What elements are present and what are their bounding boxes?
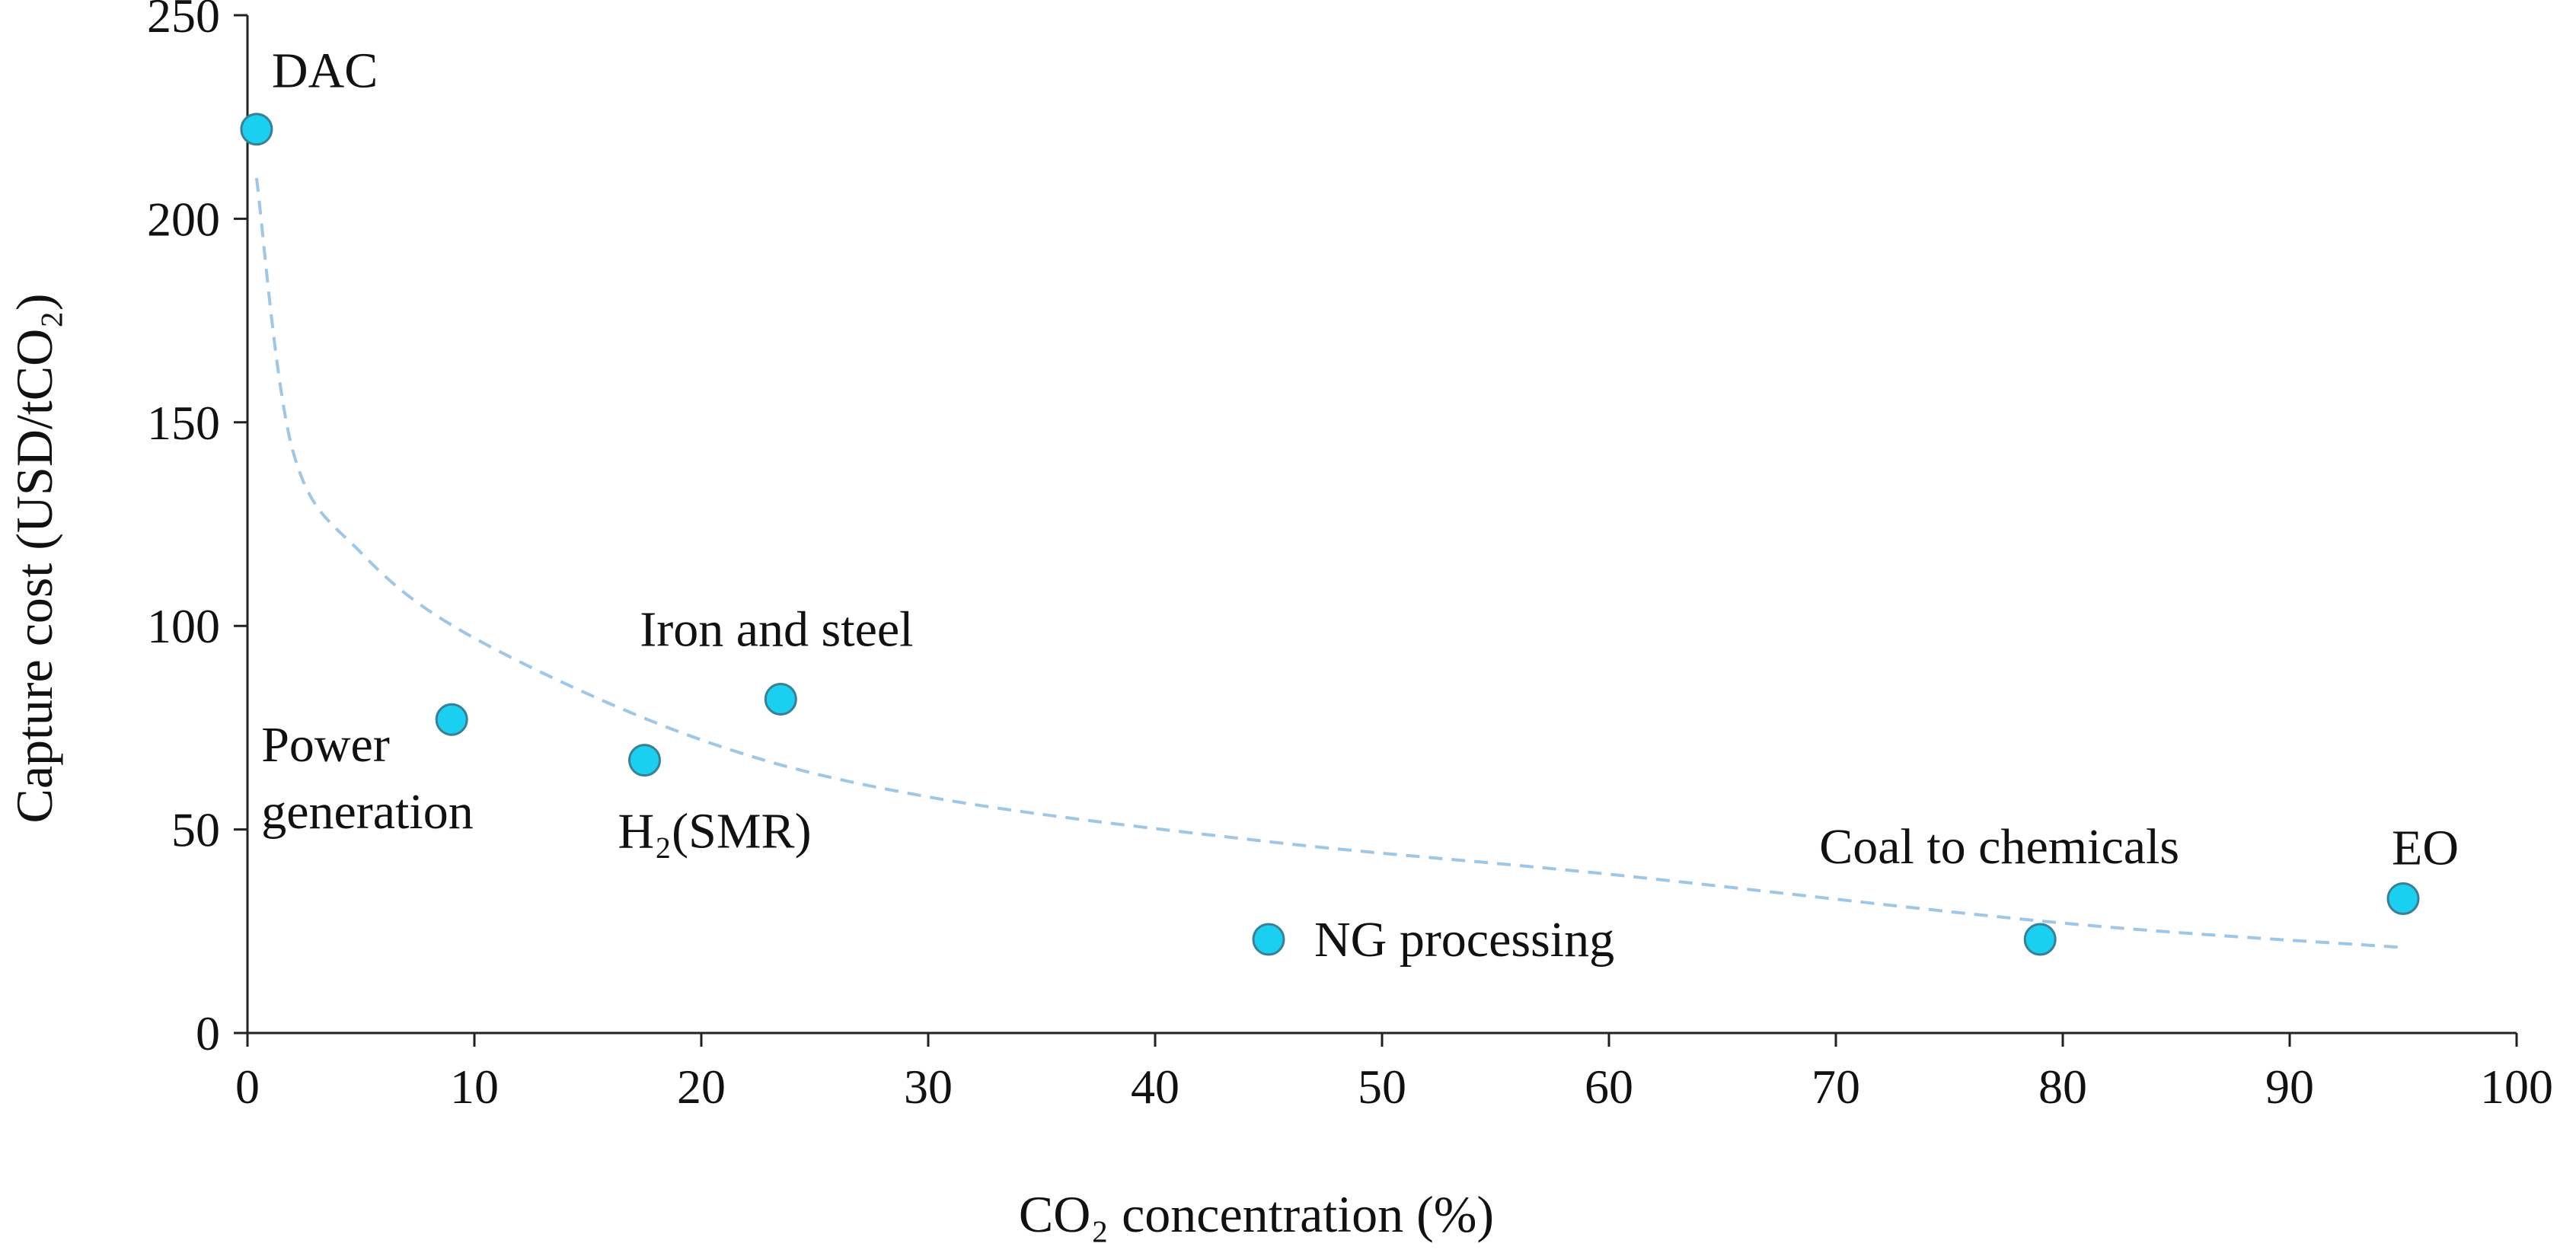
x-tick-label-20: 20 (677, 1060, 726, 1114)
x-tick-label-90: 90 (2265, 1060, 2314, 1114)
point-label-eo: EO (2392, 821, 2459, 876)
data-point-coal-to-chemicals (2023, 923, 2057, 956)
data-points (240, 113, 2420, 956)
data-point-dac (240, 113, 273, 146)
point-label-ng-processing: NG processing (1314, 912, 1614, 968)
x-tick-label-60: 60 (1585, 1060, 1633, 1114)
data-point-iron-and-steel (764, 682, 797, 716)
data-point-eo (2386, 882, 2420, 916)
y-tick-label-0: 0 (196, 1006, 220, 1060)
y-ticks: 0 50 100 150 200 250 (147, 0, 247, 1060)
trend-line (254, 177, 2404, 949)
x-tick-label-70: 70 (1811, 1060, 1860, 1114)
point-label-iron-and-steel: Iron and steel (640, 601, 913, 657)
x-ticks: 0 10 20 30 40 50 60 70 80 90 100 (235, 1033, 2553, 1114)
data-point-h-smr (628, 744, 661, 777)
axes (246, 15, 2517, 1035)
y-tick-label-100: 100 (147, 599, 220, 653)
y-tick-label-250: 250 (147, 0, 220, 43)
data-point-power-generation (435, 703, 468, 736)
x-tick-label-40: 40 (1131, 1060, 1179, 1114)
x-tick-label-30: 30 (904, 1060, 953, 1114)
data-point-ng-processing (1252, 923, 1285, 956)
x-tick-label-80: 80 (2038, 1060, 2087, 1114)
point-label-dac: DAC (272, 43, 378, 99)
y-tick-label-50: 50 (171, 803, 220, 857)
x-tick-label-0: 0 (235, 1060, 260, 1114)
y-axis-title: Capture cost (USD/tCO₂) (5, 293, 63, 823)
y-tick-label-200: 200 (147, 192, 220, 246)
x-tick-label-10: 10 (450, 1060, 499, 1114)
point-label-power-generation: Power generation (261, 717, 474, 840)
point-label-coal-to-chemicals: Coal to chemicals (1819, 819, 2179, 875)
point-label-h-smr: H₂(SMR) (618, 804, 812, 859)
x-axis-title: CO₂ concentration (%) (1019, 1185, 1494, 1243)
x-tick-label-50: 50 (1358, 1060, 1406, 1114)
trend-line-layer (254, 177, 2404, 949)
point-labels: DAC Power generation H₂(SMR) Iron and steel N… (261, 43, 2459, 968)
y-tick-label-150: 150 (147, 396, 220, 450)
x-tick-label-100: 100 (2480, 1060, 2553, 1114)
